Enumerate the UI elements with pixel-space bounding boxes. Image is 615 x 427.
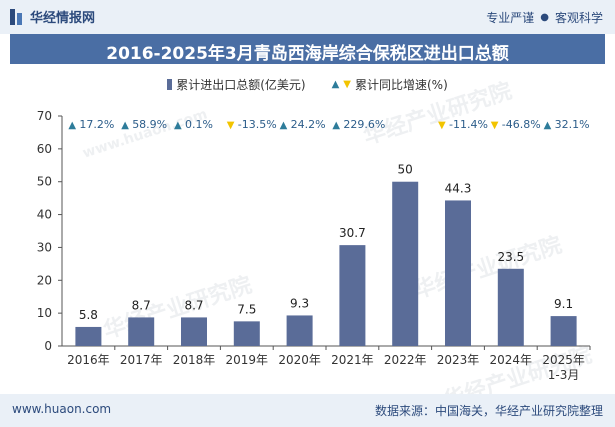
top-banner: 华经情报网 专业严谨 ● 客观科学 [0,0,615,34]
y-tick-label: 10 [37,306,52,320]
y-tick-label: 70 [37,109,52,123]
growth-up-marker: ▲ [174,120,182,131]
y-tick-label: 60 [37,142,52,156]
bar [75,326,102,346]
growth-rate-label: 0.1% [185,118,213,131]
dot-icon: ● [540,12,549,23]
bar-value-label: 9.1 [554,297,573,311]
x-tick-label: 2023年 [437,353,480,367]
growth-rate-label: 24.2% [291,118,326,131]
bar-value-label: 23.5 [497,250,524,264]
x-tick-label: 2022年 [384,353,427,367]
growth-down-marker: ▼ [491,120,499,131]
bar [233,321,260,346]
growth-rate-label: -11.4% [449,118,488,131]
y-tick-label: 50 [37,175,52,189]
x-tick-label: 2021年 [331,353,374,367]
bar-value-label: 5.8 [79,308,98,322]
bar-value-label: 30.7 [339,226,366,240]
bar [128,317,155,346]
growth-rate-label: 58.9% [132,118,167,131]
bar-value-label: 7.5 [237,302,256,316]
footer: www.huaon.com 数据来源：中国海关，华经产业研究院整理 [0,394,615,427]
x-tick-label: 2020年 [278,353,321,367]
triangle-down-icon: ▼ [343,79,351,90]
legend-label-growth: 累计同比增速(%) [355,78,448,92]
growth-rate-label: 32.1% [555,118,590,131]
x-tick-label: 2024年 [490,353,533,367]
triangle-up-icon: ▲ [331,79,340,90]
bar-value-label: 8.7 [184,298,203,312]
bar [181,317,207,346]
brand-name: 华经情报网 [30,11,96,26]
y-tick-label: 0 [44,339,52,353]
x-tick-label: 2025年 [542,353,585,367]
bar [392,181,419,346]
x-tick-label: 2016年 [67,353,110,367]
growth-rate-label: -46.8% [502,118,541,131]
growth-up-marker: ▲ [68,120,76,131]
growth-up-marker: ▲ [332,120,340,131]
legend-label-total: 累计进出口总额(亿美元) [176,78,306,92]
y-tick-label: 20 [37,273,52,287]
legend-bar-swatch [167,79,173,90]
growth-rate-label: 229.6% [343,118,385,131]
y-tick-label: 30 [37,240,52,254]
bar [497,268,524,346]
tagline: 专业严谨 ● 客观科学 [486,9,603,26]
bar-value-label: 8.7 [132,298,151,312]
title-bar: 2016-2025年3月青岛西海岸综合保税区进出口总额 [10,34,605,64]
bar-value-label: 50 [398,163,413,177]
x-tick-label: 2017年 [120,353,163,367]
brand-logo: 华经情报网 [10,7,95,26]
growth-rate-label: 17.2% [79,118,114,131]
growth-up-marker: ▲ [544,120,552,131]
bar [339,245,366,346]
growth-up-marker: ▲ [121,120,129,131]
x-tick-label: 2018年 [173,353,216,367]
bar [550,316,577,346]
x-tick-label: 1-3月 [548,368,580,382]
growth-up-marker: ▲ [280,120,288,131]
legend-item-total: 累计进出口总额(亿美元) [167,76,306,93]
tagline-left: 专业严谨 [486,11,535,25]
bar [286,315,313,346]
chart-title: 2016-2025年3月青岛西海岸综合保税区进出口总额 [106,44,509,64]
legend-item-growth: ▲ ▼ 累计同比增速(%) [332,76,448,93]
bar-value-label: 44.3 [445,181,472,195]
growth-rate-label: -13.5% [238,118,277,131]
bar-value-label: 9.3 [290,296,309,310]
growth-down-marker: ▼ [227,120,235,131]
growth-down-marker: ▼ [438,120,446,131]
bar [445,200,471,346]
tagline-right: 客观科学 [554,11,603,25]
logo-icon [10,8,24,25]
footer-url: www.huaon.com [12,402,112,416]
footer-source: 数据来源：中国海关，华经产业研究院整理 [374,404,603,418]
y-tick-label: 40 [37,208,52,222]
legend: 累计进出口总额(亿美元) ▲ ▼ 累计同比增速(%) [0,76,615,93]
x-tick-label: 2019年 [226,353,269,367]
